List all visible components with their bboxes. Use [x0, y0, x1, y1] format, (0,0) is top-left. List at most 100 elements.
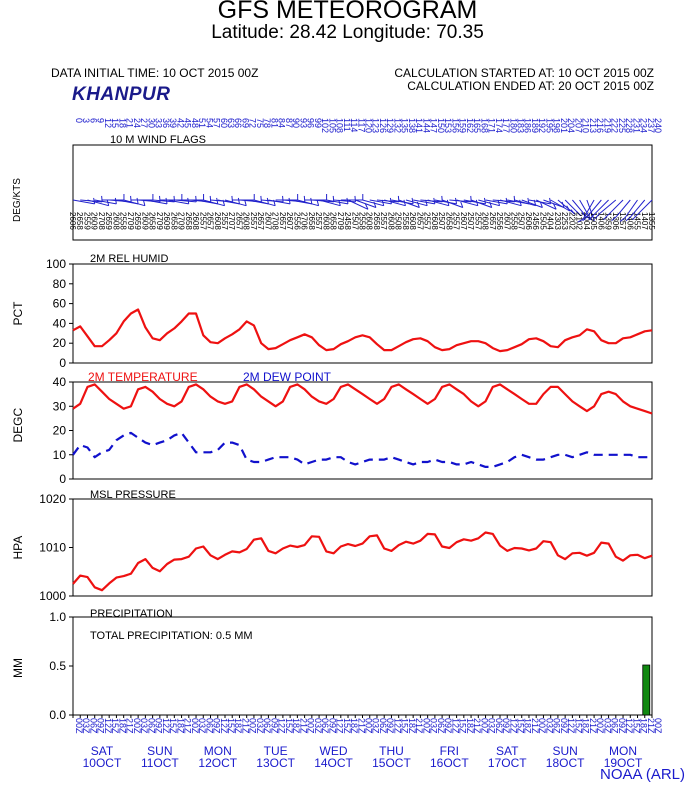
wind-barb [174, 199, 197, 203]
wind-barb [478, 199, 500, 207]
wind-barb [362, 199, 384, 207]
forecast-hour-label: 207 [573, 118, 583, 133]
day-date-label: 18OCT [546, 756, 585, 770]
utc-hour-label: 12Z [161, 718, 171, 734]
wind-value-label: 2657 [206, 212, 215, 230]
wind-barb [485, 199, 508, 205]
forecast-hour-label: 45 [183, 118, 193, 128]
wind-barb-flag [539, 201, 543, 208]
day-date-label: 11OCT [141, 756, 179, 770]
wind-barb [253, 199, 276, 207]
utc-hour-label: 00Z [306, 718, 316, 734]
utc-hour-label: 15Z [110, 718, 120, 734]
wind-barb-flag [483, 197, 486, 204]
wind-value-label: 2505 [538, 212, 547, 230]
wind-barb [624, 199, 638, 219]
wind-value-label: 2558 [119, 212, 128, 230]
utc-hour-label: 09Z [559, 718, 569, 734]
utc-hour-label: 06Z [436, 718, 446, 734]
forecast-hour-label: 36 [161, 118, 171, 128]
calc-ended: CALCULATION ENDED AT: 20 OCT 2015 00Z [407, 79, 654, 93]
utc-hour-label: 06Z [88, 718, 98, 734]
forecast-hour-label: 15 [110, 118, 120, 128]
wind-value-label: 2658 [169, 212, 178, 230]
wind-value-label: 1406 [596, 212, 605, 230]
forecast-hour-label: 183 [515, 118, 525, 133]
wind-value-label: 2608 [321, 212, 330, 230]
wind-value-label: 2559 [82, 212, 91, 230]
utc-hour-label: 18Z [233, 718, 243, 734]
forecast-hour-label: 180 [508, 118, 518, 133]
day-name-label: WED [320, 744, 348, 758]
wind-barb [297, 199, 319, 207]
wind-value-label: 2657 [278, 212, 287, 230]
y-tick-label: 0.5 [49, 659, 66, 673]
forecast-hour-label: 9 [96, 118, 106, 123]
utc-hour-label: 12Z [277, 718, 287, 734]
forecast-hour-label: 165 [472, 118, 482, 133]
y-tick-label: 0 [59, 472, 66, 486]
forecast-hour-label: 117 [356, 118, 366, 132]
wind-barb [499, 199, 522, 207]
wind-value-label: 2556 [495, 212, 504, 230]
utc-hour-label: 00Z [132, 718, 142, 734]
wind-barb [72, 199, 95, 205]
utc-hour-label: 18Z [639, 718, 649, 734]
wind-ylabel: DEG/KTS [12, 178, 23, 222]
wind-value-label: 2606 [68, 212, 77, 230]
chart-subtitle: Latitude: 28.42 Longitude: 70.35 [211, 22, 484, 43]
wind-barb-flag [553, 203, 557, 210]
wind-barb [268, 199, 291, 205]
forecast-hour-label: 192 [537, 118, 547, 133]
day-name-label: THU [379, 744, 404, 758]
utc-hour-label: 03Z [81, 718, 91, 734]
forecast-hour-label: 96 [306, 118, 316, 128]
wind-value-label: 1357 [618, 212, 627, 230]
y-tick-label: 1.0 [49, 610, 66, 624]
day-name-label: FRI [440, 744, 459, 758]
y-tick-label: 100 [46, 257, 66, 271]
utc-hour-label: 15Z [458, 718, 468, 734]
forecast-hour-label: 132 [392, 118, 402, 133]
wind-value-label: 2557 [314, 212, 323, 230]
wind-value-label: 2004 [582, 212, 591, 230]
y-tick-label: 20 [53, 336, 67, 350]
wind-value-label: 1355 [647, 212, 656, 230]
utc-hour-label: 00Z [653, 718, 663, 734]
forecast-hour-label: 111 [342, 118, 352, 132]
wind-barb [592, 199, 609, 216]
humidity-line [72, 308, 653, 353]
utc-hour-label: 21Z [588, 718, 598, 734]
wind-barb-flag [577, 218, 584, 223]
temperature-legend: 2M TEMPERATURE [88, 370, 198, 384]
utc-hour-label: 09Z [617, 718, 627, 734]
day-date-label: 16OCT [430, 756, 469, 770]
day-date-label: 15OCT [372, 756, 411, 770]
utc-hour-label: 06Z [320, 718, 330, 734]
wind-barb [598, 199, 617, 215]
y-axis-label: HPA [11, 536, 25, 560]
wind-barb-flag [130, 195, 132, 202]
utc-hour-label: 03Z [313, 718, 323, 734]
utc-hour-label: 00Z [190, 718, 200, 734]
utc-hour-label: 00Z [248, 718, 258, 734]
precip-total-annotation: TOTAL PRECIPITATION: 0.5 MM [90, 630, 253, 642]
forecast-hour-label: 168 [479, 118, 489, 133]
forecast-hour-label: 177 [501, 118, 511, 133]
forecast-hour-label: 39 [168, 118, 178, 128]
y-axis-label: DEGC [11, 407, 25, 442]
wind-barb [434, 199, 457, 205]
utc-hour-label: 03Z [602, 718, 612, 734]
forecast-hour-label: 66 [233, 118, 243, 128]
day-name-label: MON [609, 744, 637, 758]
forecast-hour-label: 135 [400, 118, 410, 133]
wind-barb-flag [576, 210, 582, 216]
wind-barb [152, 199, 175, 203]
utc-hour-label: 15Z [284, 718, 294, 734]
wind-value-label: 2709 [126, 212, 135, 230]
wind-barb-flag [354, 195, 356, 202]
wind-barb-flag [594, 213, 600, 220]
forecast-hour-label: 186 [523, 118, 533, 133]
wind-barb-flag [460, 201, 464, 208]
forecast-hour-label: 21 [125, 118, 135, 128]
